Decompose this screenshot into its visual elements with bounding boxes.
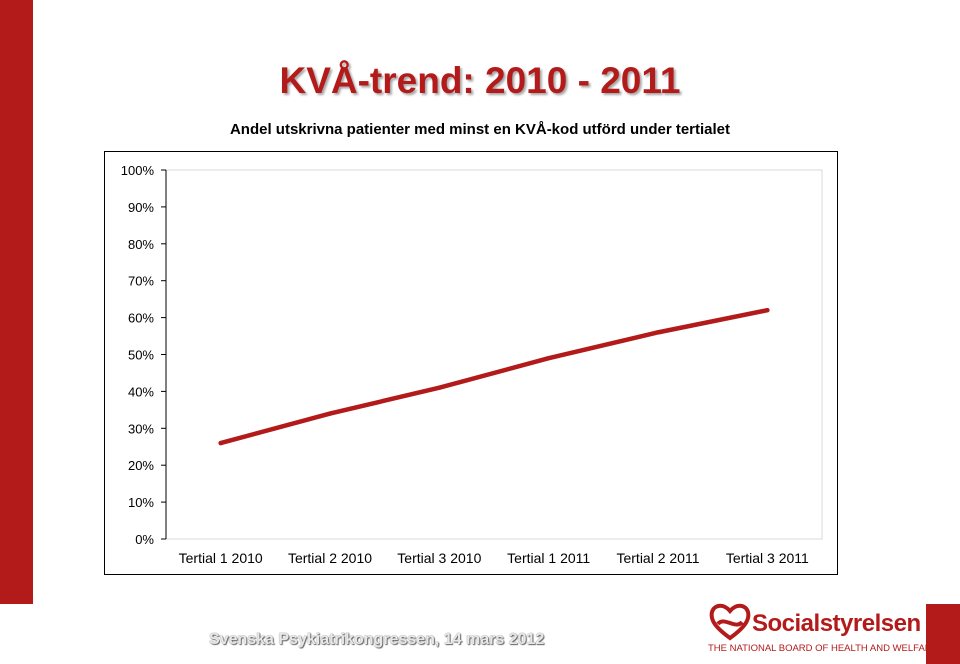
y-tick-label: 0% bbox=[135, 532, 154, 547]
logo-name: Socialstyrelsen bbox=[752, 610, 921, 637]
y-tick-label: 20% bbox=[128, 458, 154, 473]
heart-logo-icon bbox=[709, 603, 751, 641]
y-tick-label: 10% bbox=[128, 495, 154, 510]
y-tick-label: 100% bbox=[121, 163, 155, 178]
y-tick-label: 80% bbox=[128, 237, 154, 252]
y-tick-label: 50% bbox=[128, 348, 154, 363]
x-tick-label: Tertial 2 2011 bbox=[616, 550, 699, 566]
data-point bbox=[655, 330, 661, 335]
x-tick-label: Tertial 1 2010 bbox=[179, 550, 263, 566]
y-tick-label: 30% bbox=[128, 421, 154, 436]
data-point bbox=[327, 411, 333, 416]
slide-title: KVÅ-trend: 2010 - 2011 bbox=[279, 60, 681, 101]
socialstyrelsen-logo: Socialstyrelsen THE NATIONAL BOARD OF HE… bbox=[708, 602, 938, 658]
left-accent-bar bbox=[0, 0, 33, 604]
x-tick-label: Tertial 3 2010 bbox=[397, 550, 481, 566]
plot-area bbox=[165, 169, 823, 540]
data-point bbox=[546, 355, 551, 361]
y-tick-label: 90% bbox=[128, 200, 154, 215]
logo-subtitle: THE NATIONAL BOARD OF HEALTH AND WELFARE bbox=[708, 643, 938, 654]
right-accent-bar bbox=[926, 604, 960, 664]
data-point bbox=[765, 308, 770, 313]
x-tick-label: Tertial 2 2010 bbox=[288, 550, 372, 566]
series-line bbox=[218, 307, 770, 446]
x-tick-label: Tertial 3 2011 bbox=[726, 550, 809, 566]
y-tick-label: 60% bbox=[128, 311, 154, 326]
footer-text: Svenska Psykiatrikongressen, 14 mars 201… bbox=[209, 631, 545, 648]
y-tick-label: 70% bbox=[128, 274, 154, 289]
x-tick-label: Tertial 1 2011 bbox=[507, 550, 590, 566]
y-tick-label: 40% bbox=[128, 384, 154, 399]
data-point bbox=[437, 385, 442, 390]
chart-title: Andel utskrivna patienter med minst en K… bbox=[229, 121, 731, 138]
data-point bbox=[218, 440, 223, 446]
